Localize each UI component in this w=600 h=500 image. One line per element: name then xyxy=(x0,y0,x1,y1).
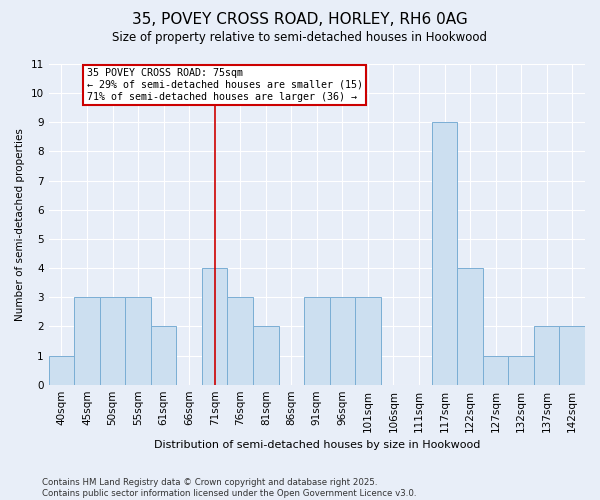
Bar xyxy=(534,326,559,384)
Bar xyxy=(100,297,125,384)
Text: 35 POVEY CROSS ROAD: 75sqm
← 29% of semi-detached houses are smaller (15)
71% of: 35 POVEY CROSS ROAD: 75sqm ← 29% of semi… xyxy=(87,68,363,102)
Bar xyxy=(74,297,100,384)
Bar xyxy=(125,297,151,384)
Bar xyxy=(355,297,380,384)
Text: Contains HM Land Registry data © Crown copyright and database right 2025.
Contai: Contains HM Land Registry data © Crown c… xyxy=(42,478,416,498)
Bar xyxy=(432,122,457,384)
Bar xyxy=(151,326,176,384)
Bar xyxy=(329,297,355,384)
Bar xyxy=(253,326,278,384)
Bar xyxy=(508,356,534,384)
Bar xyxy=(559,326,585,384)
Bar xyxy=(483,356,508,384)
Text: Size of property relative to semi-detached houses in Hookwood: Size of property relative to semi-detach… xyxy=(113,31,487,44)
Y-axis label: Number of semi-detached properties: Number of semi-detached properties xyxy=(15,128,25,321)
Bar xyxy=(202,268,227,384)
Bar xyxy=(457,268,483,384)
X-axis label: Distribution of semi-detached houses by size in Hookwood: Distribution of semi-detached houses by … xyxy=(154,440,480,450)
Text: 35, POVEY CROSS ROAD, HORLEY, RH6 0AG: 35, POVEY CROSS ROAD, HORLEY, RH6 0AG xyxy=(132,12,468,28)
Bar xyxy=(49,356,74,384)
Bar xyxy=(304,297,329,384)
Bar xyxy=(227,297,253,384)
